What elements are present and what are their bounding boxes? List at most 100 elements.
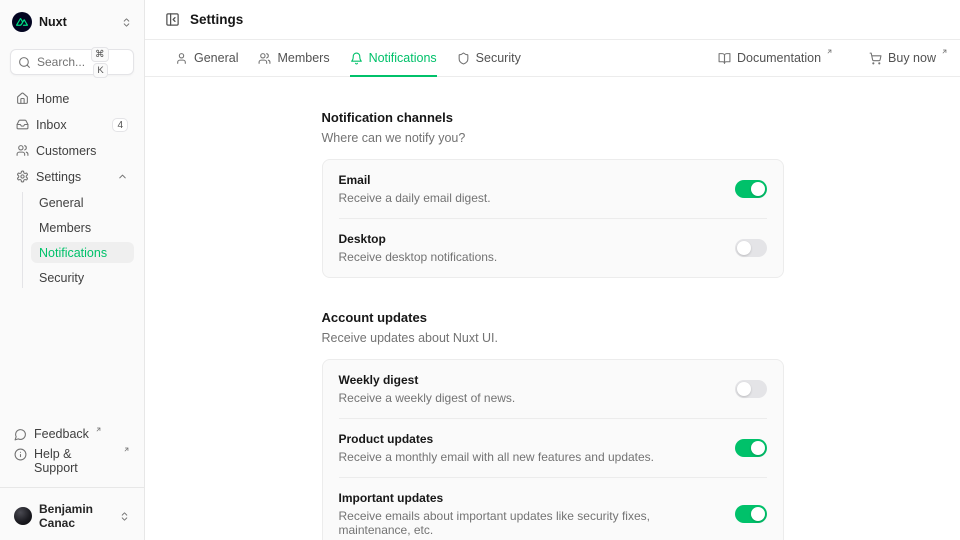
settings-content: Notification channels Where can we notif… xyxy=(145,77,960,540)
setting-description: Receive a weekly digest of news. xyxy=(338,391,516,405)
home-icon xyxy=(17,92,28,104)
toggle-knob xyxy=(736,241,751,255)
footer-link-label: Help & Support xyxy=(34,447,78,475)
sidebar-item-label: Inbox xyxy=(36,117,67,132)
buy-now-link[interactable]: Buy now xyxy=(869,40,948,76)
tab-notifications[interactable]: Notifications xyxy=(349,40,437,77)
setting-title: Important updates xyxy=(338,491,444,505)
sidebar-item-security[interactable]: Security xyxy=(31,267,134,288)
team-name: Nuxt xyxy=(39,15,67,29)
tab-security[interactable]: Security xyxy=(457,40,521,76)
info-circle-icon xyxy=(14,448,27,461)
sidebar-item-label: Security xyxy=(39,270,85,285)
setting-row-product-updates: Product updates Receive a monthly email … xyxy=(338,418,767,477)
user-icon xyxy=(177,52,186,64)
gear-icon xyxy=(17,170,28,183)
external-link-icon xyxy=(96,427,101,432)
page-header: Settings xyxy=(145,0,960,40)
tab-members[interactable]: Members xyxy=(258,40,330,76)
inbox-count-badge: 4 xyxy=(112,117,128,132)
sidebar-item-label: Members xyxy=(39,220,92,235)
toggle-knob xyxy=(750,441,765,455)
external-link-icon xyxy=(827,49,832,54)
toplink-label: Documentation xyxy=(736,51,822,65)
documentation-link[interactable]: Documentation xyxy=(718,40,833,76)
shield-icon xyxy=(458,52,469,64)
tab-label: Security xyxy=(475,51,521,65)
toggle-knob xyxy=(750,182,765,196)
message-circle-icon xyxy=(14,429,26,441)
sidebar-item-label: Settings xyxy=(36,169,82,184)
avatar xyxy=(14,507,32,525)
sidebar-item-inbox[interactable]: Inbox 4 xyxy=(10,114,134,135)
panel-left-close-icon xyxy=(166,13,179,26)
external-link-icon xyxy=(942,49,947,54)
section-title: Account updates xyxy=(321,310,427,325)
setting-description: Receive emails about important updates l… xyxy=(338,509,650,537)
section-title: Notification channels xyxy=(321,110,453,125)
sidebar-item-customers[interactable]: Customers xyxy=(10,140,134,161)
bell-icon xyxy=(350,52,362,64)
setting-row-desktop: Desktop Receive desktop notifications. xyxy=(338,218,767,277)
sidebar-item-members[interactable]: Members xyxy=(31,217,134,238)
sidebar-item-notifications[interactable]: Notifications xyxy=(31,242,134,263)
sidebar-item-home[interactable]: Home xyxy=(10,88,134,109)
tab-label: Members xyxy=(277,51,330,65)
sidebar: Nuxt Search... ⌘ K Home Inbox 4 Cu xyxy=(0,0,145,540)
toggle-knob xyxy=(736,382,751,396)
chevron-up-icon xyxy=(119,174,126,179)
users-icon xyxy=(16,145,29,156)
desktop-toggle[interactable] xyxy=(734,239,767,257)
setting-description: Receive a monthly email with all new fea… xyxy=(338,450,655,464)
sidebar-item-label: General xyxy=(39,195,84,210)
team-switcher[interactable]: Nuxt xyxy=(10,10,134,34)
toplink-label: Buy now xyxy=(888,51,936,65)
important-updates-toggle[interactable] xyxy=(734,505,767,523)
weekly-digest-toggle[interactable] xyxy=(734,380,767,398)
help-support-link[interactable]: Help & Support xyxy=(10,447,134,475)
user-menu[interactable]: Benjamin Canac xyxy=(10,494,134,534)
users-icon xyxy=(259,52,271,64)
sidebar-item-label: Notifications xyxy=(39,245,108,260)
page-title: Settings xyxy=(190,12,244,27)
search-placeholder: Search... xyxy=(37,55,86,69)
collapse-sidebar-button[interactable] xyxy=(165,12,180,27)
search-input[interactable]: Search... ⌘ K xyxy=(10,47,134,78)
tab-label: General xyxy=(194,51,239,65)
shopping-cart-icon xyxy=(869,52,882,64)
feedback-link[interactable]: Feedback xyxy=(10,427,134,441)
sidebar-item-settings[interactable]: Settings xyxy=(10,166,134,187)
external-link-icon xyxy=(124,447,129,452)
setting-title: Product updates xyxy=(338,432,434,446)
kbd-command: ⌘ xyxy=(91,47,109,62)
settings-card: Weekly digest Receive a weekly digest of… xyxy=(321,359,784,540)
setting-row-email: Email Receive a daily email digest. xyxy=(339,160,767,218)
setting-row-important-updates: Important updates Receive emails about i… xyxy=(338,477,767,540)
user-name: Benjamin Canac xyxy=(39,502,94,530)
section-account-updates: Account updates Receive updates about Nu… xyxy=(321,310,784,540)
setting-row-weekly-digest: Weekly digest Receive a weekly digest of… xyxy=(339,360,767,418)
tabbar-spacer xyxy=(541,40,698,76)
sidebar-footer: Feedback Help & Support Benjamin Canac xyxy=(0,427,144,534)
setting-title: Email xyxy=(338,173,371,187)
chevrons-up-down-icon xyxy=(123,17,130,27)
nuxt-logo-icon xyxy=(12,12,32,32)
section-description: Receive updates about Nuxt UI. xyxy=(321,331,499,345)
search-icon xyxy=(19,56,30,68)
product-updates-toggle[interactable] xyxy=(734,439,767,457)
sidebar-item-general[interactable]: General xyxy=(31,192,134,213)
toggle-knob xyxy=(750,507,765,521)
main-panel: Settings General Members Notifications S… xyxy=(145,0,960,540)
sidebar-divider xyxy=(0,487,144,488)
tab-bar: General Members Notifications Security D… xyxy=(145,40,960,77)
kbd-k: K xyxy=(93,63,109,78)
tab-label: Notifications xyxy=(368,51,437,65)
setting-description: Receive desktop notifications. xyxy=(338,250,498,264)
chevrons-up-down-icon xyxy=(121,511,128,521)
email-toggle[interactable] xyxy=(734,180,767,198)
tab-general[interactable]: General xyxy=(175,40,238,76)
footer-link-label: Feedback xyxy=(34,427,89,441)
settings-subnav: General Members Notifications Security xyxy=(22,192,134,288)
sidebar-item-label: Home xyxy=(36,91,70,106)
